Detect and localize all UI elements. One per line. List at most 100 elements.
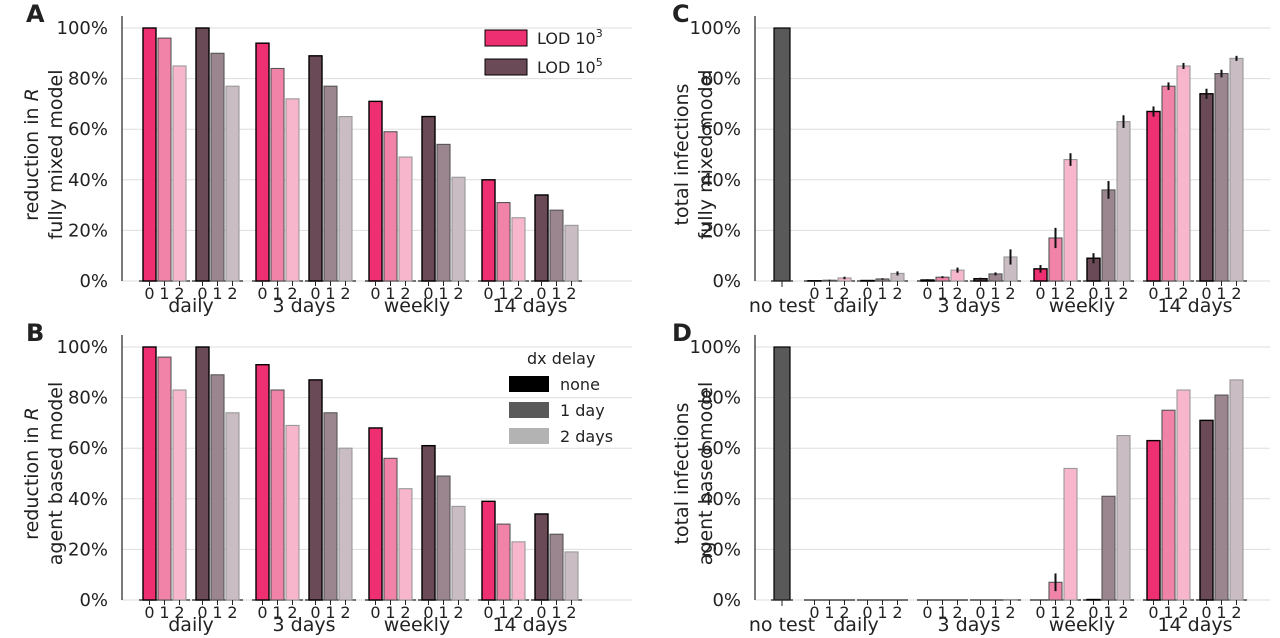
bar [421,115,436,282]
bar [1229,57,1244,282]
delay-tick-label: 0 [1088,603,1098,622]
y-tick-label: 0% [712,590,741,611]
delay-tick-label: 2 [1178,284,1188,303]
delay-tick-label: 0 [922,603,932,622]
bar [1214,72,1229,282]
delay-tick-label: 2 [287,284,297,303]
delay-tick-label: 0 [862,284,872,303]
delay-tick-label: 0 [483,284,493,303]
delay-tick-label: 1 [272,284,282,303]
bar [285,98,300,282]
delay-tick-label: 0 [423,284,433,303]
delay-tick-label: 2 [1178,603,1188,622]
group-label: 3 days [938,614,1001,636]
delay-tick-label: 2 [400,603,410,622]
delay-tick-label: 1 [990,284,1000,303]
delay-tick-label: 1 [1050,603,1060,622]
delay-tick-label: 0 [1201,603,1211,622]
y-axis-sublabel: agent based model [45,382,67,565]
bar [338,116,353,282]
bar [255,42,270,282]
bar [1161,409,1176,601]
bar [210,52,225,282]
bar [172,65,187,282]
delay-tick-label: 1 [937,603,947,622]
group-label: 14 days [492,295,567,317]
group-label: 3 days [273,295,336,317]
bar [496,202,511,282]
bar [368,100,383,282]
bar [1063,467,1078,601]
dx-1day-label: 1 day [560,401,605,420]
bar [270,389,285,601]
group-label: weekly [384,614,450,636]
panel-label: D [672,319,692,347]
bar [511,217,526,282]
delay-tick-label: 2 [566,284,576,303]
bar [481,179,496,282]
bar [383,131,398,282]
delay-tick-label: 0 [809,603,819,622]
bar [1161,85,1176,282]
bar [1199,93,1214,282]
delay-tick-label: 2 [1005,603,1015,622]
bar [383,457,398,601]
bar [1176,65,1191,282]
y-axis-sublabel: agent based model [695,382,717,565]
delay-tick-label: 0 [370,284,380,303]
bar [270,67,285,282]
y-axis-label: reduction in R [21,88,43,221]
delay-tick-label: 2 [513,284,523,303]
group-label: 14 days [1157,614,1232,636]
y-tick-label: 40% [68,170,108,191]
dx-delay-title: dx delay [527,349,595,368]
bar [564,551,579,601]
bar [1116,121,1131,282]
bar [1063,159,1078,282]
delay-tick-label: 0 [975,603,985,622]
bar [368,427,383,601]
delay-tick-label: 2 [1231,284,1241,303]
delay-tick-label: 0 [1088,284,1098,303]
y-tick-label: 20% [68,220,108,241]
bar [1101,189,1116,282]
bar [436,475,451,601]
bar [142,27,157,282]
delay-tick-label: 2 [174,284,184,303]
delay-tick-label: 2 [892,284,902,303]
delay-tick-label: 1 [212,603,222,622]
delay-tick-label: 0 [370,603,380,622]
bar [255,364,270,601]
delay-tick-label: 2 [513,603,523,622]
no-test-label: no test [749,295,815,317]
delay-tick-label: 0 [197,603,207,622]
delay-tick-label: 1 [551,284,561,303]
group-label: weekly [1049,295,1115,317]
delay-tick-label: 2 [227,603,237,622]
delay-tick-label: 1 [1050,284,1060,303]
bar [195,27,210,282]
lod-1e5-label: LOD 105 [537,56,603,77]
group-label: 14 days [1157,295,1232,317]
delay-tick-label: 1 [1216,284,1226,303]
dx-none-swatch [509,376,549,392]
delay-tick-label: 2 [340,284,350,303]
delay-tick-label: 2 [839,284,849,303]
bar [157,356,172,601]
delay-tick-label: 0 [257,284,267,303]
bar [308,379,323,601]
bar [451,505,466,601]
no-test-bar [773,346,791,601]
group-label: daily [833,614,879,636]
bar [1086,598,1101,601]
no-test-label: no test [749,614,815,636]
delay-tick-label: 0 [862,603,872,622]
group-label: 14 days [492,614,567,636]
delay-tick-label: 0 [975,284,985,303]
delay-tick-label: 1 [551,603,561,622]
dx-2days-swatch [509,428,549,444]
bar [1146,110,1161,282]
delay-tick-label: 0 [310,603,320,622]
